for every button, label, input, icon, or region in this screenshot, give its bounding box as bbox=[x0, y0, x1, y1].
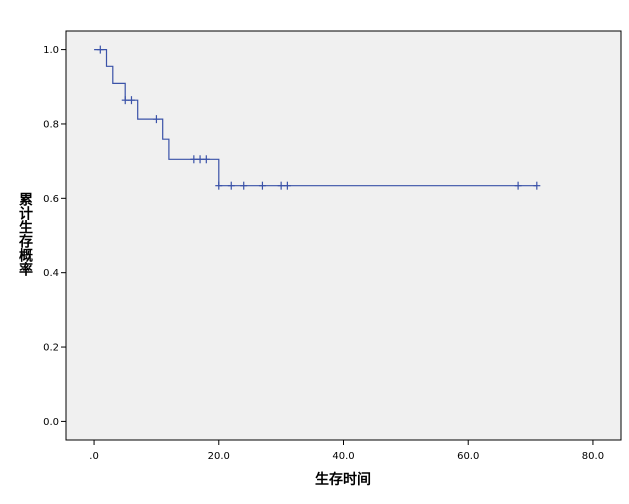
y-tick-label: 0.4 bbox=[43, 268, 59, 279]
x-tick-label: 80.0 bbox=[582, 451, 604, 462]
y-tick-label: 0.6 bbox=[43, 194, 59, 205]
x-tick-label: 60.0 bbox=[457, 451, 479, 462]
y-axis-title: 累计生存概率 bbox=[17, 192, 33, 277]
y-tick-label: 0.8 bbox=[43, 119, 59, 130]
x-tick-label: 40.0 bbox=[332, 451, 354, 462]
censor-marks bbox=[96, 45, 541, 190]
y-tick-label: 0.2 bbox=[43, 343, 59, 354]
x-axis: .0 20.0 40.0 60.0 80.0 bbox=[89, 440, 604, 462]
plot-area bbox=[65, 30, 622, 441]
y-tick-label: 0.0 bbox=[43, 417, 59, 428]
y-tick-label: 1.0 bbox=[43, 45, 59, 56]
x-tick-label: 20.0 bbox=[208, 451, 230, 462]
x-tick-label: .0 bbox=[89, 451, 99, 462]
x-axis-title: 生存时间 bbox=[315, 471, 371, 488]
y-axis: 0.0 0.2 0.4 0.6 0.8 1.0 bbox=[43, 45, 66, 428]
